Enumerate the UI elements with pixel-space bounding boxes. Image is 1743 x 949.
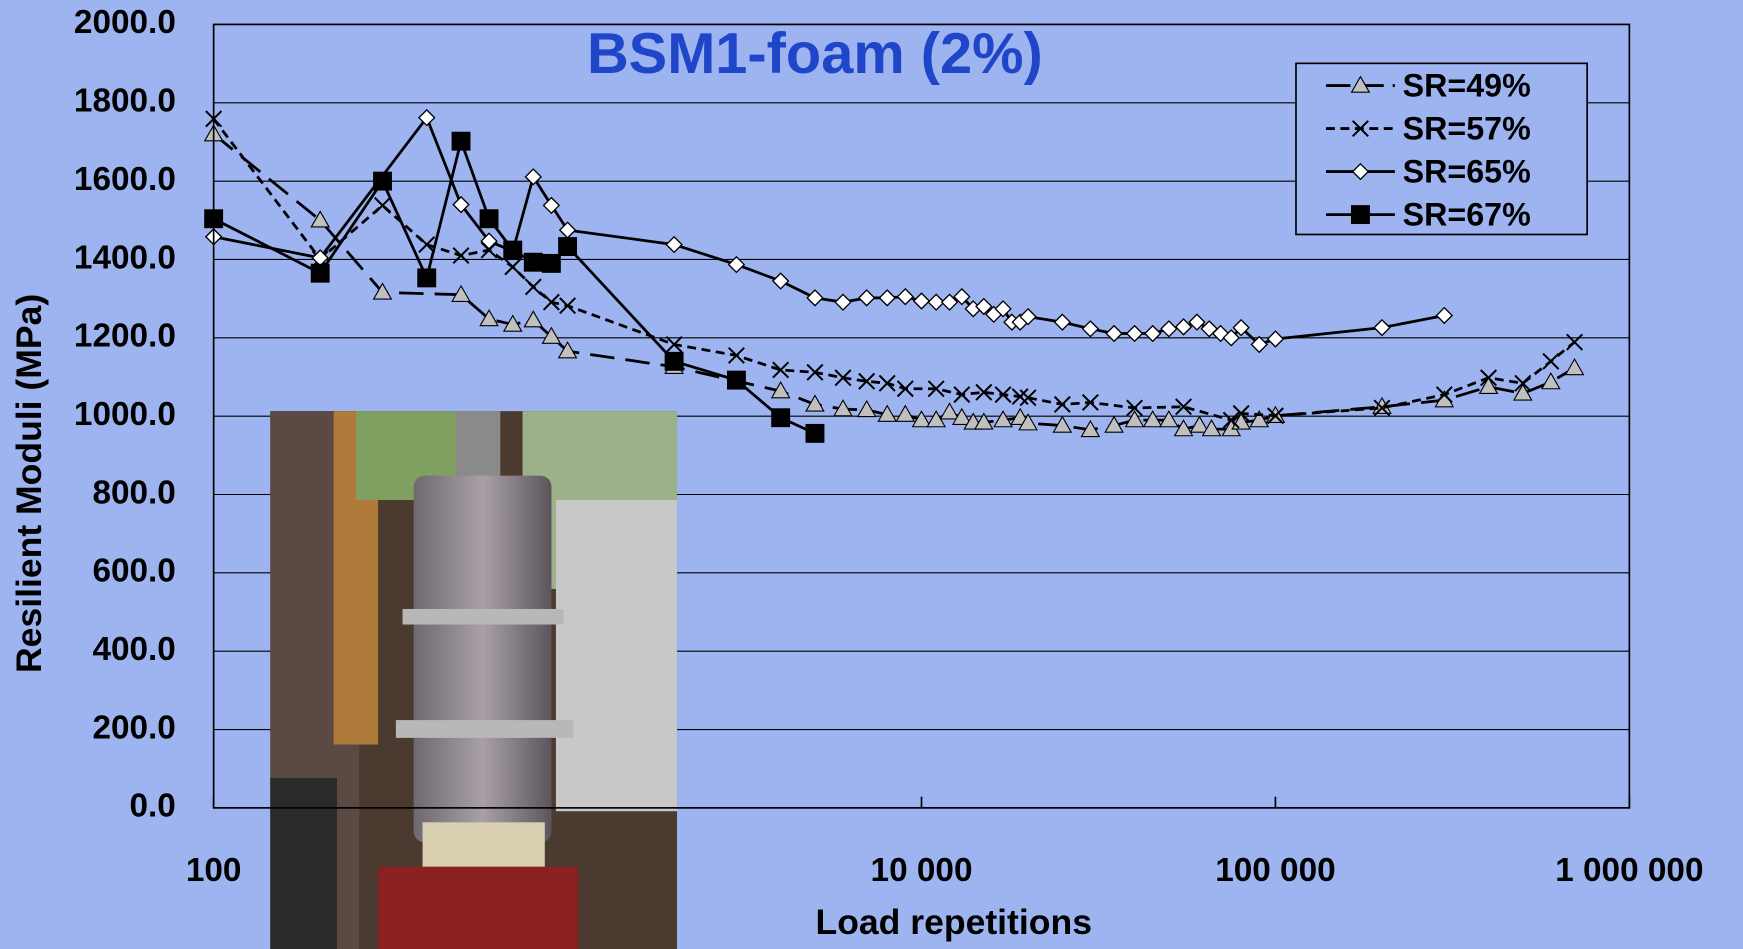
page: {"chart_data": {"type": "line", "title":… [0, 0, 1743, 949]
marker [806, 425, 824, 443]
y-tick-label: 600.0 [92, 553, 175, 590]
marker [374, 172, 392, 190]
marker [772, 409, 790, 427]
y-tick-label: 1200.0 [74, 318, 176, 355]
marker [728, 371, 746, 389]
chart-title: BSM1-foam (2%) [587, 22, 1043, 86]
marker [542, 255, 560, 273]
x-tick-label: 1 000 000 [1555, 852, 1703, 889]
x-tick-label: 10 000 [871, 852, 973, 889]
y-tick-label: 1000.0 [74, 396, 176, 433]
legend-label: SR=67% [1403, 196, 1531, 232]
legend-marker [1352, 206, 1370, 224]
marker [418, 269, 436, 287]
marker [311, 264, 329, 282]
x-axis-title: Load repetitions [815, 902, 1092, 942]
y-tick-label: 200.0 [92, 709, 175, 746]
y-tick-label: 2000.0 [74, 4, 176, 41]
marker [480, 210, 498, 228]
x-tick-label: 100 000 [1215, 852, 1335, 889]
marker [524, 253, 542, 271]
legend-label: SR=49% [1403, 67, 1531, 103]
x-tick-label: 100 [186, 852, 242, 889]
y-tick-label: 400.0 [92, 631, 175, 668]
y-tick-label: 1800.0 [74, 83, 176, 120]
legend-label: SR=57% [1403, 110, 1531, 146]
legend-label: SR=65% [1403, 153, 1531, 189]
legend: SR=49% SR=57% SR=65% SR=67% [1296, 63, 1587, 234]
y-tick-label: 800.0 [92, 474, 175, 511]
marker [559, 238, 577, 256]
y-tick-label: 1400.0 [74, 239, 176, 276]
photo [270, 411, 677, 949]
marker [504, 241, 522, 259]
y-axis-title: Resilient Moduli (MPa) [9, 294, 49, 673]
marker [452, 132, 470, 150]
marker [665, 352, 683, 370]
y-tick-label: 1600.0 [74, 161, 176, 198]
y-tick-label: 0.0 [130, 788, 176, 825]
chart: BSM1-foam (2%) Load repetitions Resilien… [0, 0, 1743, 949]
